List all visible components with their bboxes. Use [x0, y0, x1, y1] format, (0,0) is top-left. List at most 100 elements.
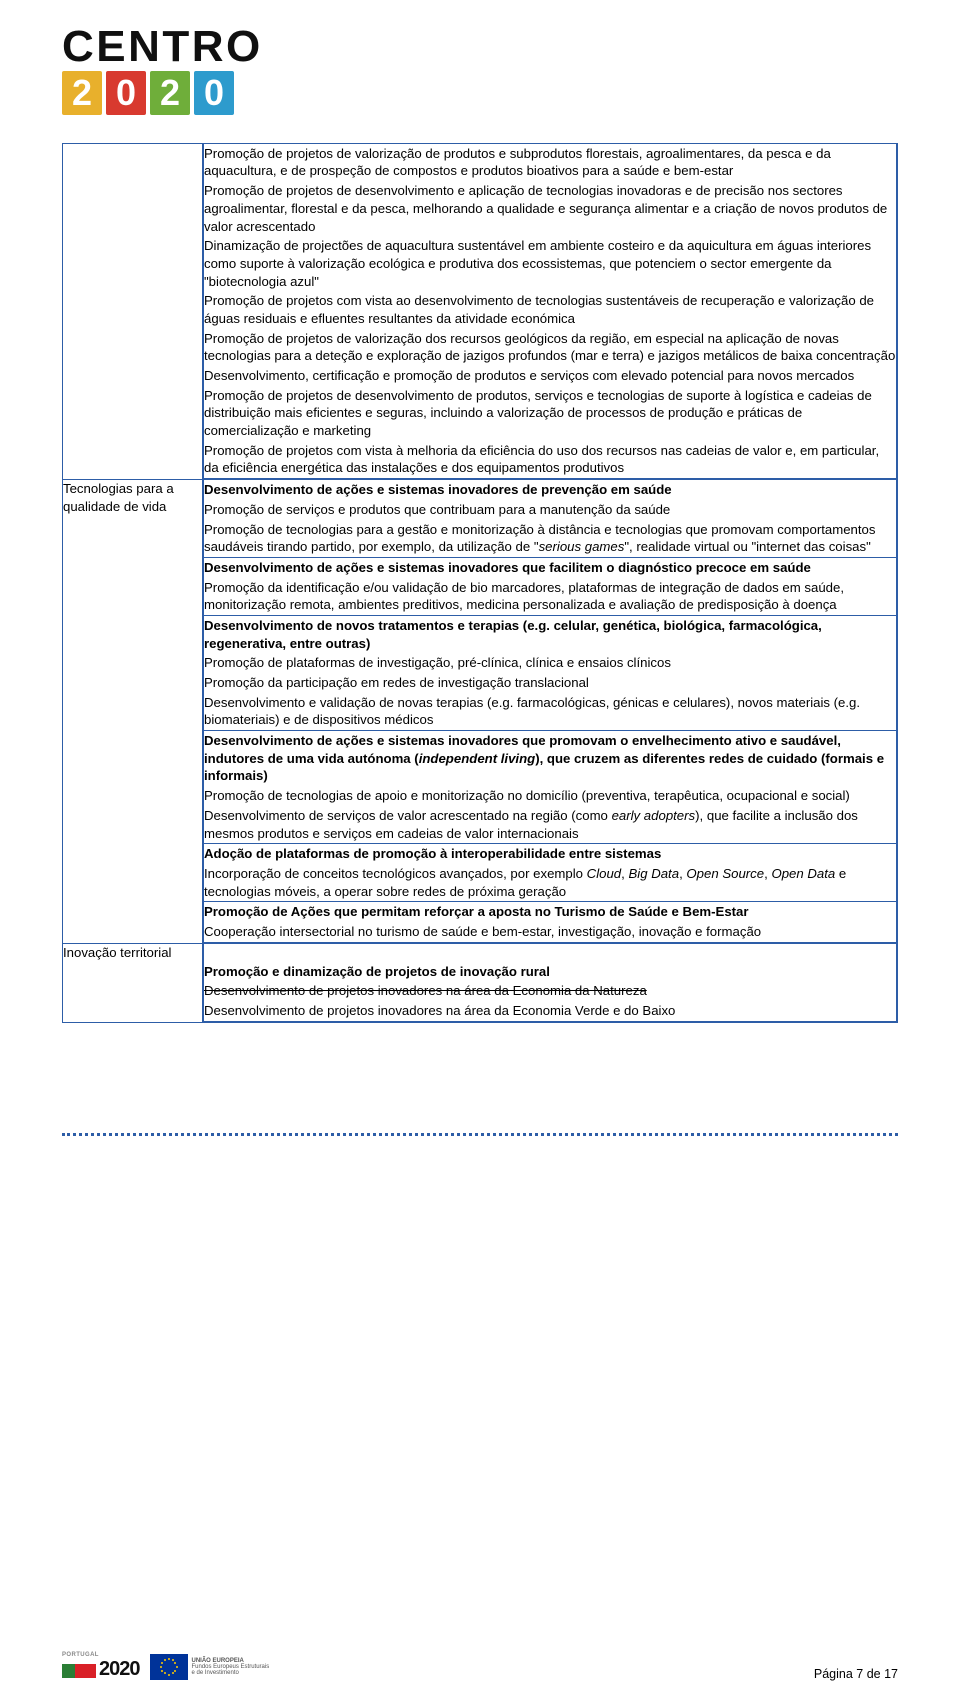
text-segment: Cloud [587, 866, 621, 881]
text-segment: Promoção de projetos com vista à melhori… [204, 443, 879, 476]
paragraph: Incorporação de conceitos tecnológicos a… [204, 864, 896, 901]
table-row: Inovação territorialPromoção e dinamizaç… [63, 943, 898, 1022]
paragraph: Promoção de tecnologias de apoio e monit… [204, 786, 896, 806]
inner-table: Promoção de projetos de valorização de p… [203, 144, 897, 479]
content-cell: Adoção de plataformas de promoção à inte… [204, 844, 897, 902]
paragraph: Desenvolvimento e validação de novas ter… [204, 693, 896, 730]
logo-centro-text: CENTRO [62, 26, 898, 68]
text-segment: Desenvolvimento de projetos inovadores n… [204, 1003, 675, 1018]
paragraph: Promoção de projetos com vista ao desenv… [204, 291, 896, 328]
text-segment: Dinamização de projectões de aquacultura… [204, 238, 871, 288]
paragraph: Promoção de projetos de valorização de p… [204, 144, 896, 181]
paragraph: Promoção de projetos de desenvolvimento … [204, 181, 896, 236]
row-label-cell [63, 143, 203, 479]
text-segment: Desenvolvimento de novos tratamentos e t… [204, 618, 822, 651]
text-segment: Promoção de projetos com vista ao desenv… [204, 293, 874, 326]
table-row: Tecnologias para a qualidade de vidaDese… [63, 480, 898, 944]
text-segment: Promoção de projetos de desenvolvimento … [204, 183, 887, 233]
paragraph: Desenvolvimento de projetos inovadores n… [204, 981, 896, 1001]
text-segment: Open Data [771, 866, 835, 881]
table-row: Promoção de projetos de valorização de p… [63, 143, 898, 479]
text-segment: Promoção de projetos de valorização dos … [204, 331, 895, 364]
text-segment: Incorporação de conceitos tecnológicos a… [204, 866, 587, 881]
paragraph: Promoção de tecnologias para a gestão e … [204, 520, 896, 557]
text-segment: Desenvolvimento de ações e sistemas inov… [204, 560, 811, 575]
row-content-cell: Desenvolvimento de ações e sistemas inov… [203, 480, 898, 944]
paragraph: Desenvolvimento de projetos inovadores n… [204, 1001, 896, 1021]
text-segment: Big Data [628, 866, 679, 881]
paragraph: Promoção de serviços e produtos que cont… [204, 500, 896, 520]
paragraph: Desenvolvimento de ações e sistemas inov… [204, 558, 896, 578]
content-cell: Desenvolvimento de novos tratamentos e t… [204, 615, 897, 730]
logo-tile-0: 2 [62, 71, 102, 115]
inner-table: Desenvolvimento de ações e sistemas inov… [203, 480, 897, 943]
content-cell: Promoção de Ações que permitam reforçar … [204, 902, 897, 942]
eu-label-line3: e de Investimento [192, 1670, 270, 1676]
paragraph: Dinamização de projectões de aquacultura… [204, 236, 896, 291]
text-segment: ", realidade virtual ou "internet das co… [624, 539, 870, 554]
paragraph: Promoção de Ações que permitam reforçar … [204, 902, 896, 922]
row-label-cell: Inovação territorial [63, 943, 203, 1022]
row-content-cell: Promoção de projetos de valorização de p… [203, 143, 898, 479]
paragraph: Promoção de projetos com vista à melhori… [204, 441, 896, 478]
text-segment: Desenvolvimento e validação de novas ter… [204, 695, 860, 728]
paragraph: Desenvolvimento de novos tratamentos e t… [204, 616, 896, 653]
paragraph: Adoção de plataformas de promoção à inte… [204, 844, 896, 864]
paragraph: Promoção de projetos de desenvolvimento … [204, 386, 896, 441]
logo-tile-1: 0 [106, 71, 146, 115]
text-segment: Promoção de projetos de valorização de p… [204, 146, 831, 179]
content-cell: Desenvolvimento de ações e sistemas inov… [204, 480, 897, 557]
text-segment: Promoção de projetos de desenvolvimento … [204, 388, 872, 438]
text-segment: Promoção de serviços e produtos que cont… [204, 502, 670, 517]
inner-table: Promoção e dinamização de projetos de in… [203, 944, 897, 1022]
logo-block: CENTRO 2 0 2 0 [62, 26, 898, 115]
paragraph: Desenvolvimento de ações e sistemas inov… [204, 480, 896, 500]
main-table: Promoção de projetos de valorização de p… [62, 143, 898, 1023]
text-segment: Desenvolvimento de serviços de valor acr… [204, 808, 612, 823]
footer: PORTUGAL 2020 UNIÃO EUROPEIA Fundos Euro… [62, 1652, 898, 1681]
text-segment: Promoção de plataformas de investigação,… [204, 655, 671, 670]
paragraph: Promoção da participação em redes de inv… [204, 673, 896, 693]
eu-label-line2: Fundos Europeus Estruturais [192, 1664, 270, 1670]
pt2020-year: 2020 [99, 1658, 140, 1681]
row-label-cell: Tecnologias para a qualidade de vida [63, 480, 203, 944]
logo-tile-3: 0 [194, 71, 234, 115]
paragraph: Promoção e dinamização de projetos de in… [204, 962, 896, 982]
content-cell: Promoção e dinamização de projetos de in… [204, 944, 897, 1022]
text-segment: early adopters [612, 808, 696, 823]
text-segment: Cooperação intersectorial no turismo de … [204, 924, 761, 939]
content-cell: Desenvolvimento de ações e sistemas inov… [204, 731, 897, 844]
text-segment: Promoção de tecnologias de apoio e monit… [204, 788, 850, 803]
logo-2020-tiles: 2 0 2 0 [62, 71, 898, 115]
text-segment: Adoção de plataformas de promoção à inte… [204, 846, 661, 861]
paragraph: Cooperação intersectorial no turismo de … [204, 922, 896, 942]
text-segment: Desenvolvimento de projetos inovadores n… [204, 983, 647, 998]
paragraph: Desenvolvimento, certificação e promoção… [204, 366, 896, 386]
text-segment: Promoção da identificação e/ou validação… [204, 580, 844, 613]
text-segment: serious games [539, 539, 625, 554]
eu-flag-icon [150, 1654, 188, 1680]
text-segment: independent living [419, 751, 536, 766]
paragraph: Desenvolvimento de ações e sistemas inov… [204, 731, 896, 786]
portugal-flag-icon [62, 1664, 96, 1678]
paragraph: Promoção da identificação e/ou validação… [204, 578, 896, 615]
content-cell: Desenvolvimento de ações e sistemas inov… [204, 557, 897, 615]
page-container: CENTRO 2 0 2 0 Promoção de projetos de v… [0, 0, 960, 1123]
text-segment: Open Source [686, 866, 764, 881]
paragraph: Promoção de projetos de valorização dos … [204, 329, 896, 366]
text-segment: Promoção da participação em redes de inv… [204, 675, 589, 690]
paragraph: Desenvolvimento de serviços de valor acr… [204, 806, 896, 843]
text-segment: Desenvolvimento de ações e sistemas inov… [204, 482, 672, 497]
eu-logo-block: UNIÃO EUROPEIA Fundos Europeus Estrutura… [150, 1654, 270, 1680]
paragraph: Promoção de plataformas de investigação,… [204, 653, 896, 673]
text-segment: Desenvolvimento, certificação e promoção… [204, 368, 854, 383]
eu-label-text: UNIÃO EUROPEIA Fundos Europeus Estrutura… [192, 1658, 270, 1676]
logo-tile-2: 2 [150, 71, 190, 115]
row-content-cell: Promoção e dinamização de projetos de in… [203, 943, 898, 1022]
dotted-divider [62, 1133, 898, 1136]
content-cell: Promoção de projetos de valorização de p… [204, 144, 897, 479]
page-number: Página 7 de 17 [814, 1667, 898, 1681]
footer-logos: PORTUGAL 2020 UNIÃO EUROPEIA Fundos Euro… [62, 1652, 269, 1681]
portugal-2020-logo: PORTUGAL 2020 [62, 1652, 140, 1681]
text-segment: Promoção de Ações que permitam reforçar … [204, 904, 749, 919]
